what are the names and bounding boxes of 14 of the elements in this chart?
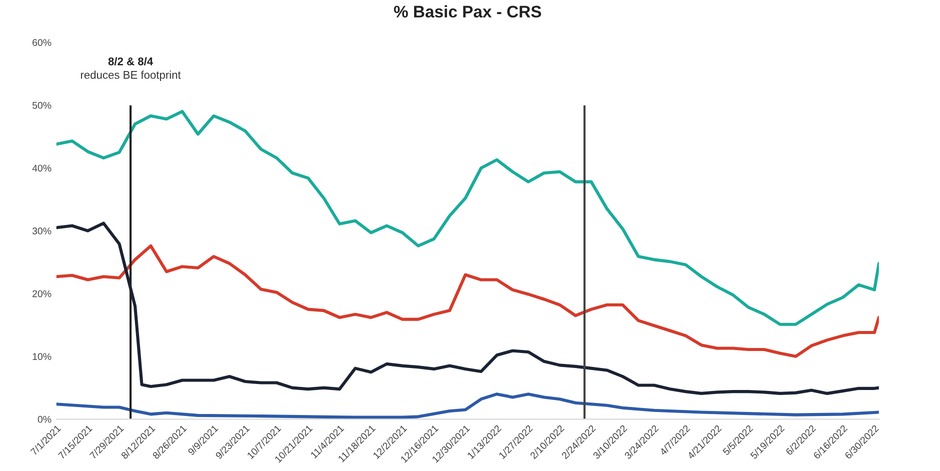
y-tick-label: 40%: [32, 164, 52, 172]
line-series: [56, 244, 879, 358]
y-tick-label: 0%: [38, 416, 52, 423]
y-tick-label: 60%: [32, 39, 52, 46]
y-tick-label: 10%: [32, 353, 52, 360]
line-series: [56, 110, 879, 326]
line-series: [56, 222, 879, 395]
y-tick-label: 50%: [32, 102, 52, 109]
line-series: [56, 392, 879, 419]
y-tick-label: 30%: [32, 228, 52, 234]
chart-title: % Basic Pax - CRS: [394, 5, 542, 18]
ref-line-label: 8/2 & 8/4: [108, 57, 154, 66]
y-tick-label: 20%: [32, 290, 52, 298]
annotation: reduces BE footprint: [80, 70, 181, 82]
